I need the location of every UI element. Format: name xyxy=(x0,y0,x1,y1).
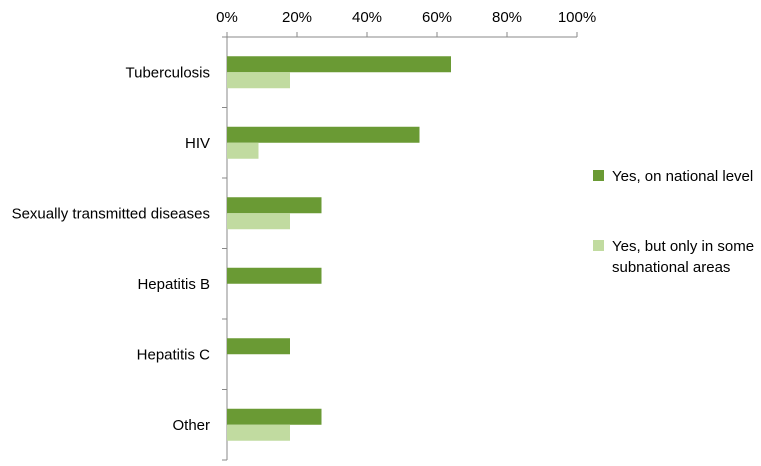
x-tick-label: 0% xyxy=(216,9,238,26)
bar-national xyxy=(227,267,322,284)
category-label: Sexually transmitted diseases xyxy=(12,205,210,222)
bar-subnational xyxy=(227,72,290,89)
legend-label: Yes, but only in some xyxy=(612,238,754,255)
legend-swatch xyxy=(593,240,604,251)
bars xyxy=(227,56,451,441)
bar-national xyxy=(227,56,451,73)
bar-national xyxy=(227,197,322,214)
category-label: Hepatitis C xyxy=(137,346,211,363)
legend-label: Yes, on national level xyxy=(612,168,753,185)
y-axis: Tuberculosis HIV Sexually transmitted dise… xyxy=(12,36,228,461)
bar-national xyxy=(227,338,290,355)
category-label: HIV xyxy=(185,135,210,152)
x-tick-label: 100% xyxy=(558,9,596,26)
x-tick-label: 80% xyxy=(492,9,522,26)
bar-national xyxy=(227,126,420,143)
category-label: Hepatitis B xyxy=(137,276,210,293)
x-tick-label: 40% xyxy=(352,9,382,26)
x-axis: 0% 20% 40% 60% 80% 100% xyxy=(216,9,596,38)
bar-national xyxy=(227,408,322,425)
bar-subnational xyxy=(227,213,290,230)
legend-label: subnational areas xyxy=(612,259,730,276)
bar-subnational xyxy=(227,142,259,159)
x-tick-label: 60% xyxy=(422,9,452,26)
category-label: Tuberculosis xyxy=(126,64,210,81)
category-label: Other xyxy=(172,417,210,434)
bar-subnational xyxy=(227,424,290,441)
x-tick-label: 20% xyxy=(282,9,312,26)
legend: Yes, on national level Yes, but only in s… xyxy=(593,168,754,276)
legend-swatch xyxy=(593,170,604,181)
